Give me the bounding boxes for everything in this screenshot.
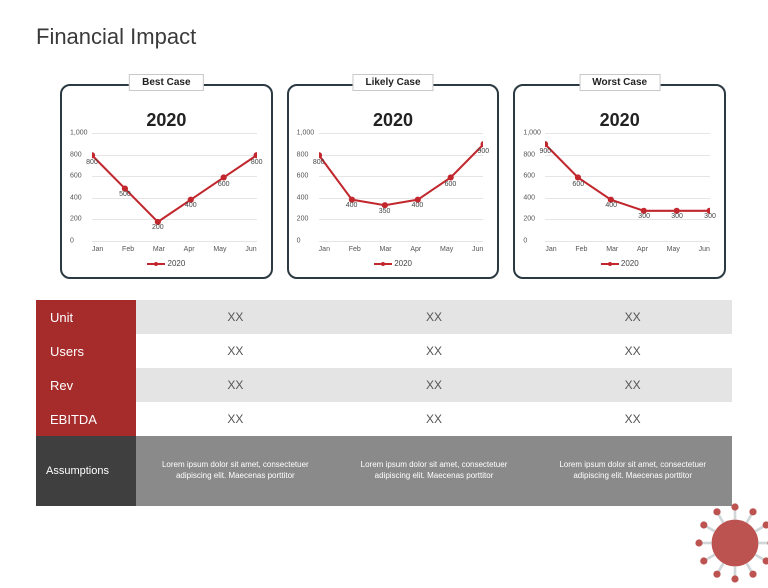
chart-plot: 02004006008001,000800500200400600800JanF… xyxy=(70,133,263,241)
data-point-label: 300 xyxy=(671,213,683,220)
assumptions-row: AssumptionsLorem ipsum dolor sit amet, c… xyxy=(36,436,732,506)
x-tick: May xyxy=(667,246,680,253)
y-tick: 400 xyxy=(297,194,309,201)
y-tick: 1,000 xyxy=(297,130,315,137)
charts-row: Best Case202002004006008001,000800500200… xyxy=(60,84,726,279)
y-tick: 200 xyxy=(70,216,82,223)
y-tick: 600 xyxy=(297,173,309,180)
table-cell: XX xyxy=(136,402,335,436)
x-tick: Jan xyxy=(545,246,556,253)
table-row: EBITDAXXXXXX xyxy=(36,402,732,436)
x-tick: Apr xyxy=(410,246,421,253)
x-tick: Mar xyxy=(606,246,618,253)
x-tick: Jun xyxy=(472,246,483,253)
data-point-label: 600 xyxy=(218,181,230,188)
x-tick: Feb xyxy=(575,246,587,253)
data-point-label: 400 xyxy=(346,202,358,209)
y-tick: 800 xyxy=(297,151,309,158)
data-point-label: 900 xyxy=(540,148,552,155)
row-header: Rev xyxy=(36,368,136,402)
x-tick: Jan xyxy=(92,246,103,253)
assumptions-cell: Lorem ipsum dolor sit amet, consectetuer… xyxy=(136,436,335,506)
page-title: Financial Impact xyxy=(36,24,196,50)
table-cell: XX xyxy=(335,402,534,436)
table-cell: XX xyxy=(533,334,732,368)
data-point-label: 400 xyxy=(185,202,197,209)
table-cell: XX xyxy=(136,300,335,334)
data-point-label: 600 xyxy=(445,181,457,188)
table-row: UnitXXXXXX xyxy=(36,300,732,334)
data-point-label: 800 xyxy=(313,159,325,166)
row-header: EBITDA xyxy=(36,402,136,436)
y-tick: 0 xyxy=(523,238,527,245)
x-tick: Mar xyxy=(380,246,392,253)
x-tick: Feb xyxy=(122,246,134,253)
y-tick: 200 xyxy=(297,216,309,223)
y-tick: 800 xyxy=(523,151,535,158)
row-header: Unit xyxy=(36,300,136,334)
chart-card: Likely Case202002004006008001,0008004003… xyxy=(287,84,500,279)
x-tick: Mar xyxy=(153,246,165,253)
chart-year: 2020 xyxy=(523,110,716,131)
table-row: UsersXXXXXX xyxy=(36,334,732,368)
row-header: Users xyxy=(36,334,136,368)
table-row: RevXXXXXX xyxy=(36,368,732,402)
assumptions-header: Assumptions xyxy=(36,436,136,506)
x-tick: Feb xyxy=(349,246,361,253)
x-tick: Apr xyxy=(637,246,648,253)
y-tick: 400 xyxy=(70,194,82,201)
virus-icon xyxy=(690,498,768,588)
table-cell: XX xyxy=(136,368,335,402)
y-tick: 0 xyxy=(297,238,301,245)
y-tick: 600 xyxy=(70,173,82,180)
y-tick: 1,000 xyxy=(70,130,88,137)
y-tick: 0 xyxy=(70,238,74,245)
data-point-label: 400 xyxy=(412,202,424,209)
chart-scenario-label: Worst Case xyxy=(579,74,660,91)
x-tick: Jan xyxy=(319,246,330,253)
x-tick: Jun xyxy=(699,246,710,253)
y-tick: 1,000 xyxy=(523,130,541,137)
chart-plot: 02004006008001,000800400350400600900JanF… xyxy=(297,133,490,241)
y-tick: 800 xyxy=(70,151,82,158)
x-tick: Jun xyxy=(245,246,256,253)
table-cell: XX xyxy=(335,368,534,402)
x-tick: May xyxy=(440,246,453,253)
data-point-label: 800 xyxy=(251,159,263,166)
data-point-label: 300 xyxy=(704,213,716,220)
y-tick: 200 xyxy=(523,216,535,223)
chart-card: Best Case202002004006008001,000800500200… xyxy=(60,84,273,279)
chart-year: 2020 xyxy=(297,110,490,131)
chart-legend: 2020 xyxy=(523,259,716,268)
table-cell: XX xyxy=(335,334,534,368)
table-cell: XX xyxy=(533,402,732,436)
financial-table: UnitXXXXXXUsersXXXXXXRevXXXXXXEBITDAXXXX… xyxy=(36,300,732,506)
assumptions-cell: Lorem ipsum dolor sit amet, consectetuer… xyxy=(533,436,732,506)
chart-legend: 2020 xyxy=(70,259,263,268)
y-tick: 400 xyxy=(523,194,535,201)
table-cell: XX xyxy=(335,300,534,334)
table-cell: XX xyxy=(136,334,335,368)
x-tick: May xyxy=(213,246,226,253)
data-point-label: 900 xyxy=(478,148,490,155)
chart-scenario-label: Best Case xyxy=(129,74,203,91)
data-point-label: 400 xyxy=(605,202,617,209)
chart-card: Worst Case202002004006008001,00090060040… xyxy=(513,84,726,279)
x-tick: Apr xyxy=(184,246,195,253)
y-tick: 600 xyxy=(523,173,535,180)
data-point-label: 300 xyxy=(638,213,650,220)
assumptions-cell: Lorem ipsum dolor sit amet, consectetuer… xyxy=(335,436,534,506)
data-point-label: 500 xyxy=(119,191,131,198)
table-cell: XX xyxy=(533,368,732,402)
table-cell: XX xyxy=(533,300,732,334)
data-point-label: 200 xyxy=(152,224,164,231)
data-point-label: 600 xyxy=(572,181,584,188)
chart-scenario-label: Likely Case xyxy=(352,74,433,91)
data-point-label: 350 xyxy=(379,208,391,215)
chart-year: 2020 xyxy=(70,110,263,131)
data-point-label: 800 xyxy=(86,159,98,166)
chart-legend: 2020 xyxy=(297,259,490,268)
chart-plot: 02004006008001,000900600400300300300JanF… xyxy=(523,133,716,241)
